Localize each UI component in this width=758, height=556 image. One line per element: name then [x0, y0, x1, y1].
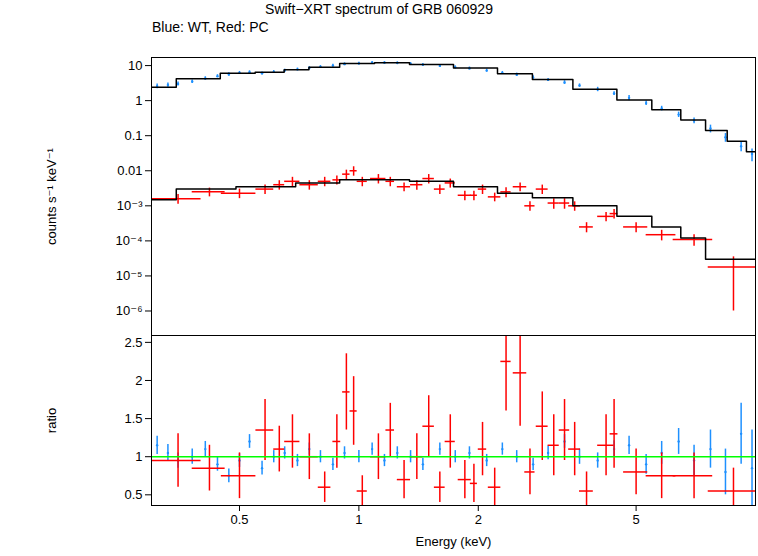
svg-text:1: 1	[135, 449, 142, 464]
svg-text:ratio: ratio	[44, 408, 59, 433]
svg-text:Energy (keV): Energy (keV)	[416, 534, 492, 549]
svg-text:10⁻⁶: 10⁻⁶	[116, 303, 143, 318]
svg-text:1: 1	[355, 512, 362, 527]
svg-text:2: 2	[135, 373, 142, 388]
svg-text:0.1: 0.1	[124, 128, 142, 143]
svg-text:counts s⁻¹ keV⁻¹: counts s⁻¹ keV⁻¹	[44, 147, 59, 244]
svg-text:10⁻³: 10⁻³	[117, 198, 143, 213]
svg-text:0.5: 0.5	[124, 487, 142, 502]
svg-text:10: 10	[128, 58, 142, 73]
svg-text:1.5: 1.5	[124, 411, 142, 426]
svg-text:10⁻⁴: 10⁻⁴	[116, 233, 143, 248]
html-text:Swift−XRT spectrum of GRB 0609: Swift−XRT spectrum of GRB 060929	[265, 1, 493, 17]
svg-text:2.5: 2.5	[124, 335, 142, 350]
html-text:Blue: WT, Red: PC: Blue: WT, Red: PC	[152, 19, 269, 35]
svg-text:10⁻⁵: 10⁻⁵	[116, 268, 143, 283]
svg-text:0.01: 0.01	[117, 163, 142, 178]
svg-text:2: 2	[475, 512, 482, 527]
svg-text:5: 5	[632, 512, 639, 527]
svg-text:1: 1	[135, 93, 142, 108]
svg-text:0.5: 0.5	[230, 512, 248, 527]
